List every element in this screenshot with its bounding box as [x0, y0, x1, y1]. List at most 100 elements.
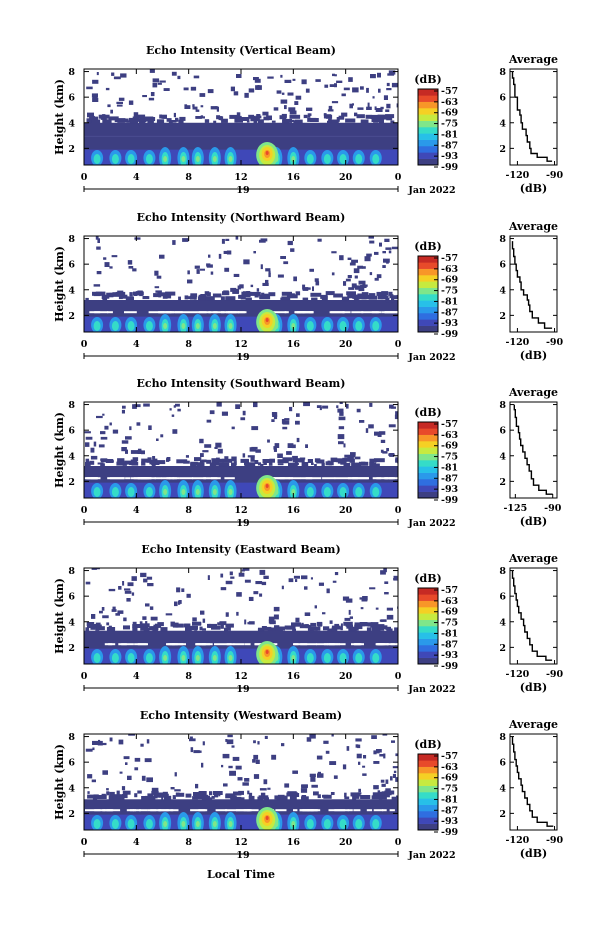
band-edge [143, 116, 154, 121]
speckle [391, 298, 395, 303]
colorbar-tick-label: -69 [441, 108, 459, 119]
speckle [178, 119, 184, 124]
speckle [154, 286, 160, 289]
colorbar-tick-label: -93 [441, 816, 458, 827]
speckle [174, 601, 178, 607]
speckle [385, 298, 390, 303]
band-edge [176, 792, 185, 797]
speckle [340, 626, 343, 631]
colorbar-frame [417, 255, 439, 333]
colorbar-swatch [418, 485, 438, 492]
colorbar-swatch [418, 600, 438, 608]
band-edge [100, 458, 108, 463]
speckle [329, 620, 333, 624]
colorbar-swatch [418, 804, 438, 812]
colorbar-swatch [418, 114, 438, 121]
speckle [91, 614, 96, 619]
speckle [126, 598, 131, 602]
colorbar-swatch [418, 613, 438, 620]
band-edge [106, 627, 116, 631]
speckle [337, 408, 344, 413]
speckle [225, 580, 233, 585]
speckle [330, 457, 338, 463]
plume-peak [212, 323, 217, 329]
speckle [373, 750, 380, 754]
average-line [511, 71, 553, 162]
speckle [395, 411, 398, 416]
x-tick-label: 16 [287, 505, 301, 516]
x-tick-label: 16 [287, 172, 301, 183]
speckle [338, 426, 345, 430]
speckle [334, 83, 337, 88]
speckle [134, 757, 141, 762]
speckle [391, 796, 398, 800]
speckle [242, 782, 249, 786]
band-edge [116, 461, 124, 466]
speckle [168, 120, 173, 126]
speckle [368, 424, 374, 429]
plume-peak [228, 323, 233, 329]
band-edge [286, 625, 296, 630]
speckle [341, 93, 346, 97]
band-edge [139, 117, 145, 121]
speckle [202, 618, 206, 623]
speckle [141, 775, 146, 781]
colorbar-swatch [418, 479, 438, 486]
speckle [309, 268, 314, 272]
gap-line [328, 809, 346, 812]
plume-peak [195, 655, 200, 661]
gap-line [294, 311, 301, 314]
band-edge [87, 794, 95, 799]
plume-peak [195, 156, 200, 162]
band-edge [370, 115, 376, 119]
speckle [258, 627, 263, 632]
speckle [260, 264, 263, 270]
avg-x-tick-label: -120 [506, 835, 530, 846]
speckle [355, 738, 362, 742]
band-edge [248, 792, 253, 797]
gap-line [382, 809, 387, 812]
speckle [250, 456, 255, 462]
band-edge [277, 795, 288, 800]
speckle [209, 410, 215, 415]
x-tick-label: 4 [133, 339, 140, 350]
panel-title: Echo Intensity (Eastward Beam) [141, 543, 340, 556]
gap-line [347, 809, 353, 812]
band-edge [198, 791, 207, 795]
average-line [511, 736, 554, 827]
gap-line [214, 643, 232, 646]
speckle [323, 740, 329, 744]
speckle [96, 415, 103, 419]
speckle [360, 86, 364, 90]
band-edge [134, 114, 146, 119]
speckle [236, 592, 242, 597]
speckle [355, 744, 359, 748]
avg-y-tick-label: 6 [499, 426, 506, 437]
speckle [385, 247, 392, 250]
speckle [134, 404, 141, 408]
speckle [202, 450, 209, 453]
speckle [115, 613, 120, 616]
colorbar-swatch [418, 139, 438, 147]
speckle [256, 288, 260, 292]
speckle [392, 773, 396, 778]
panel-title: Echo Intensity (Northward Beam) [137, 211, 346, 224]
speckle [369, 272, 373, 276]
speckle [281, 92, 285, 95]
speckle [394, 414, 398, 420]
gap-line [179, 477, 194, 480]
speckle [382, 265, 386, 268]
speckle [98, 739, 101, 745]
panel-title: Echo Intensity (Westward Beam) [140, 709, 342, 722]
speckle [314, 464, 317, 467]
gap-line [225, 809, 237, 812]
band-edge [214, 458, 224, 463]
speckle [374, 431, 380, 436]
band-edge [93, 116, 99, 121]
speckle [366, 87, 369, 93]
speckle [225, 612, 229, 617]
gap-line [168, 477, 180, 480]
colorbar-tick-label: -63 [441, 596, 458, 607]
speckle [185, 105, 191, 109]
speckle [391, 406, 396, 409]
